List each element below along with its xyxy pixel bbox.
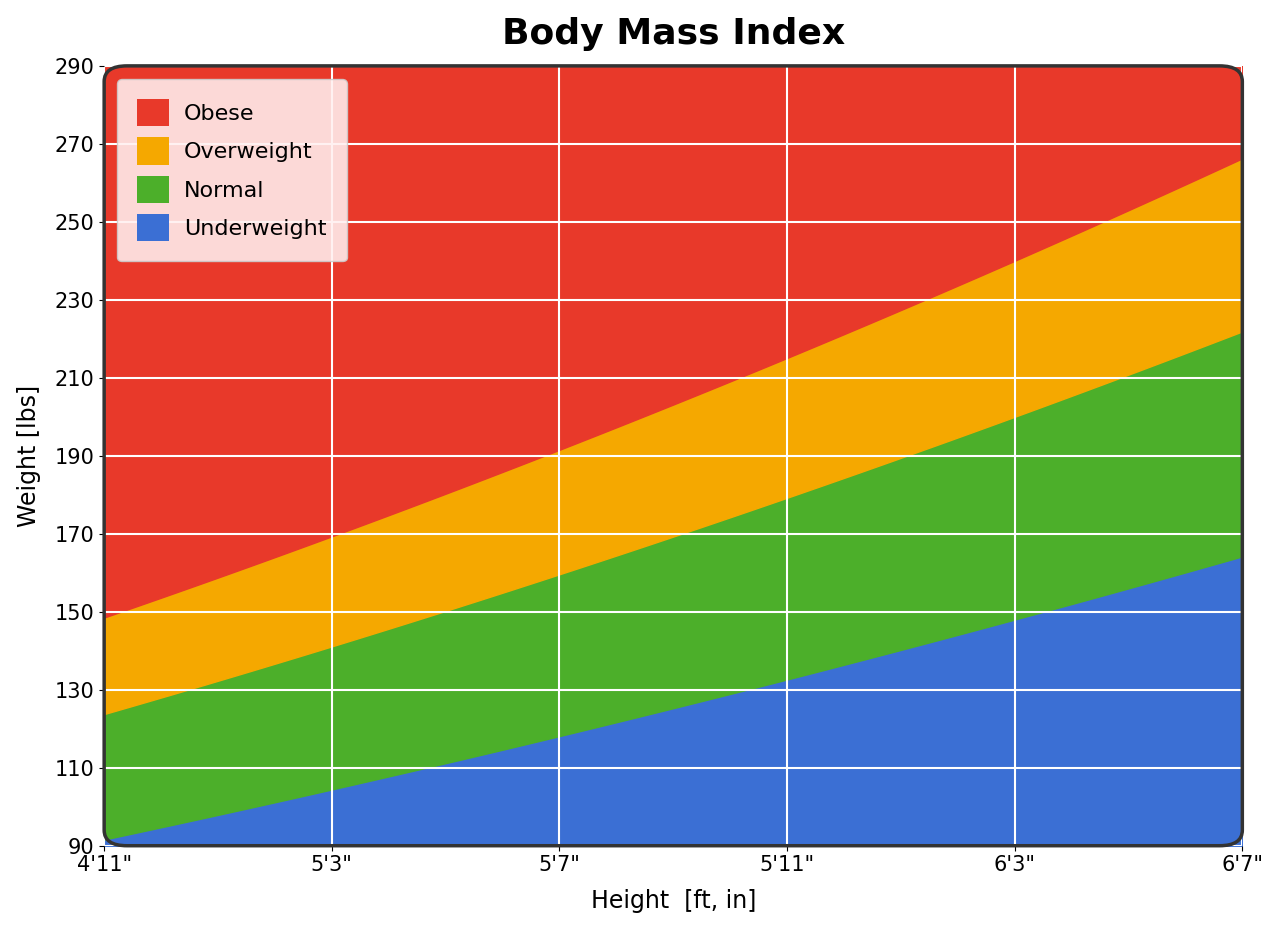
Y-axis label: Weight [lbs]: Weight [lbs] — [17, 385, 41, 527]
Legend: Obese, Overweight, Normal, Underweight: Obese, Overweight, Normal, Underweight — [118, 79, 347, 261]
Title: Body Mass Index: Body Mass Index — [502, 17, 845, 50]
X-axis label: Height  [ft, in]: Height [ft, in] — [590, 889, 756, 913]
